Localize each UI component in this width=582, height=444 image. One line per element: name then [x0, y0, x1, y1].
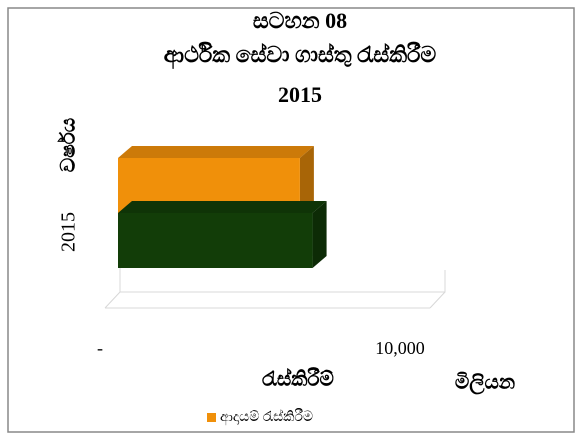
chart-title: 2015 [278, 82, 322, 107]
bar-top [118, 146, 314, 158]
x-unit-label: මිලියන [455, 372, 515, 396]
x-axis-label: රැස්කිරීම් [262, 366, 334, 390]
y-axis-label: වර්ෂය [57, 118, 80, 172]
bar-top [118, 201, 327, 213]
y-tick-label: 2015 [58, 212, 80, 252]
chart-title: ආර්ථික සේවා ගාස්තු රැස්කිරීම [164, 41, 437, 69]
bar-side [312, 201, 327, 268]
axis-floor-side [429, 291, 446, 309]
legend-label: ආදායම් රැස්කිරීම [220, 409, 313, 426]
chart-title: සටහන 08 [253, 8, 347, 33]
bar [118, 213, 313, 268]
legend-swatch [207, 413, 216, 422]
x-tick-label: 10,000 [375, 338, 425, 358]
x-tick-label: - [97, 338, 103, 358]
bar-side [299, 146, 314, 213]
